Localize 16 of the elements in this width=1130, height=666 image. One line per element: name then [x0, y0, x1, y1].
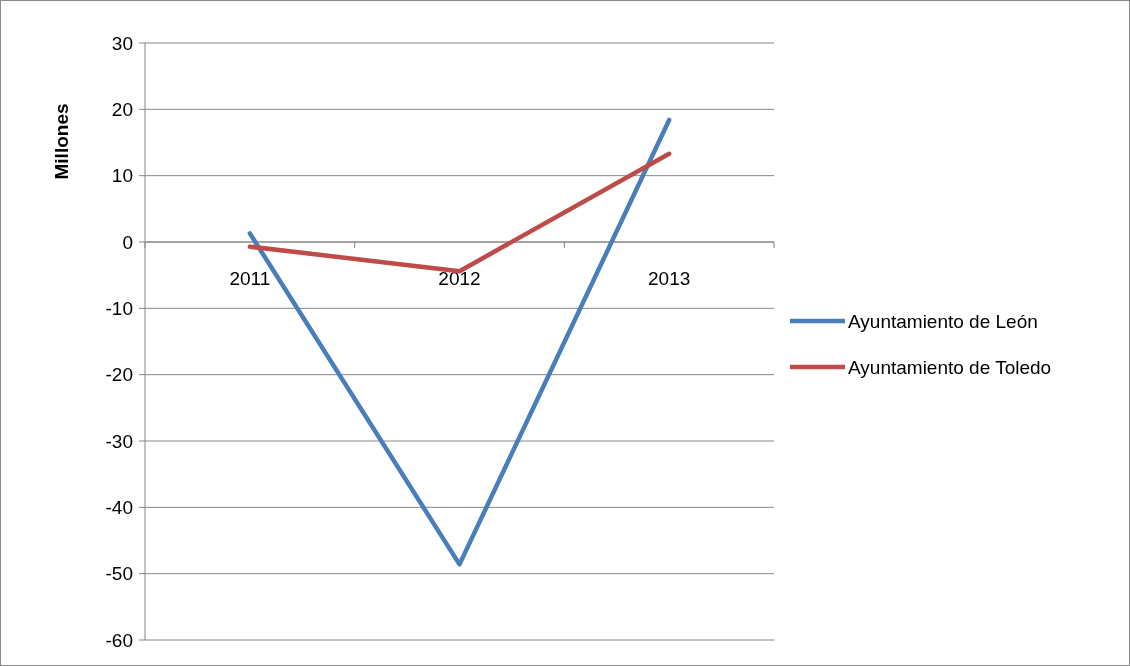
y-tick-label: 20: [111, 98, 133, 120]
x-tick-label: 2011: [229, 268, 271, 289]
legend-label: Ayuntamiento de León: [848, 310, 1038, 332]
y-tick-label: -40: [105, 496, 133, 518]
y-axis-title: Millones: [51, 103, 72, 180]
y-tick-label: 0: [122, 231, 133, 253]
legend-label: Ayuntamiento de Toledo: [848, 356, 1052, 378]
y-tick-label: 10: [111, 165, 133, 187]
y-tick-label: -20: [105, 364, 133, 386]
y-tick-label: -50: [105, 563, 133, 585]
y-tick-label: 30: [111, 32, 133, 54]
x-tick-label: 2013: [648, 268, 691, 289]
x-tick-label: 2012: [438, 268, 481, 289]
y-tick-label: -10: [105, 297, 133, 319]
y-tick-label: -30: [105, 430, 133, 452]
y-tick-label: -60: [105, 629, 133, 651]
